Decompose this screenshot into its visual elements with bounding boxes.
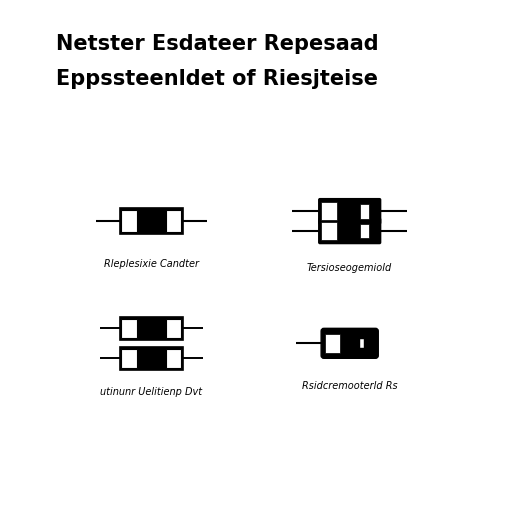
Text: Rsidcremooterld Rs: Rsidcremooterld Rs xyxy=(302,381,397,391)
Bar xyxy=(360,204,369,219)
Bar xyxy=(166,349,181,368)
Bar xyxy=(166,319,181,338)
FancyBboxPatch shape xyxy=(319,218,380,244)
Bar xyxy=(120,208,183,234)
Bar xyxy=(326,334,340,353)
Text: utinunr Uelitienp Dvt: utinunr Uelitienp Dvt xyxy=(100,387,202,397)
FancyBboxPatch shape xyxy=(321,328,378,358)
Text: Rleplesixie Candter: Rleplesixie Candter xyxy=(104,259,199,269)
Bar xyxy=(121,319,137,338)
Bar xyxy=(166,210,181,232)
Text: Netster Esdateer Repesaad: Netster Esdateer Repesaad xyxy=(56,34,379,54)
Bar xyxy=(360,224,369,239)
Bar xyxy=(321,222,336,240)
Bar xyxy=(121,210,137,232)
FancyBboxPatch shape xyxy=(319,199,380,224)
Bar xyxy=(321,202,336,220)
Text: Tersioseogemiold: Tersioseogemiold xyxy=(307,263,392,272)
Text: Eppssteenldet of Riesjteise: Eppssteenldet of Riesjteise xyxy=(56,69,378,89)
Bar xyxy=(120,317,183,340)
Bar xyxy=(360,339,364,348)
Bar xyxy=(121,349,137,368)
Bar xyxy=(120,347,183,370)
